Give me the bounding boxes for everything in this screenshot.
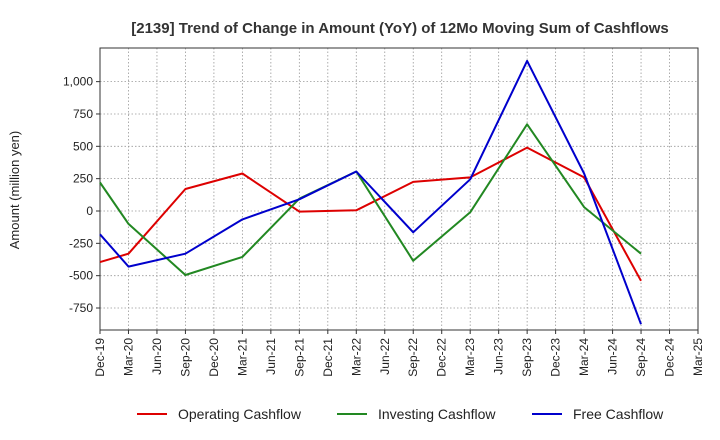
x-tick-label: Dec-20 [207,338,221,377]
y-tick-label: -500 [69,269,93,283]
grid [100,48,698,330]
x-tick-label: Mar-20 [121,338,135,376]
x-tick-label: Mar-23 [463,338,477,376]
x-tick-label: Jun-21 [264,338,278,375]
legend-label-investing-cashflow: Investing Cashflow [378,406,496,422]
x-tick-label: Dec-24 [663,338,677,377]
x-tick-label: Mar-25 [691,338,705,376]
x-tick-label: Sep-21 [292,338,306,377]
series-line-investing-cashflow [99,123,642,276]
chart-title: [2139] Trend of Change in Amount (YoY) o… [131,20,669,37]
x-axis-ticks: Dec-19 Mar-20 Jun-20 Sep-20 Dec-20 Mar-21 Jun-… [93,330,705,377]
x-tick-label: Dec-22 [435,338,449,377]
x-tick-label: Dec-21 [321,338,335,377]
x-tick-label: Dec-19 [93,338,107,377]
y-tick-label: 250 [73,172,93,186]
y-tick-label: 500 [73,139,93,153]
y-tick-label: 1,000 [63,75,93,89]
legend-label-operating-cashflow: Operating Cashflow [178,406,302,422]
x-tick-label: Dec-23 [549,338,563,377]
y-tick-label: -250 [69,236,93,250]
x-tick-label: Jun-23 [492,338,506,375]
x-tick-label: Jun-22 [378,338,392,375]
x-tick-label: Jun-24 [606,338,620,375]
y-tick-label: -750 [69,301,93,315]
x-tick-label: Jun-20 [150,338,164,375]
series-line-free-cashflow [99,59,642,325]
series-line-operating-cashflow [99,146,642,282]
x-tick-label: Sep-24 [634,338,648,377]
x-tick-label: Sep-20 [178,338,192,377]
x-tick-label: Mar-22 [349,338,363,376]
y-axis-label: Amount (million yen) [7,131,22,250]
series-lines [99,59,642,325]
x-tick-label: Mar-24 [577,338,591,376]
x-tick-label: Sep-22 [406,338,420,377]
plot-area [99,47,699,331]
y-tick-label: 750 [73,107,93,121]
legend: Operating Cashflow Investing Cashflow Free… [137,406,664,422]
y-tick-label: 0 [86,204,93,218]
y-axis-ticks: -750 -500 -250 0 250 500 750 1,000 [63,75,100,315]
legend-label-free-cashflow: Free Cashflow [573,406,664,422]
x-tick-label: Mar-21 [235,338,249,376]
x-tick-label: Sep-23 [520,338,534,377]
